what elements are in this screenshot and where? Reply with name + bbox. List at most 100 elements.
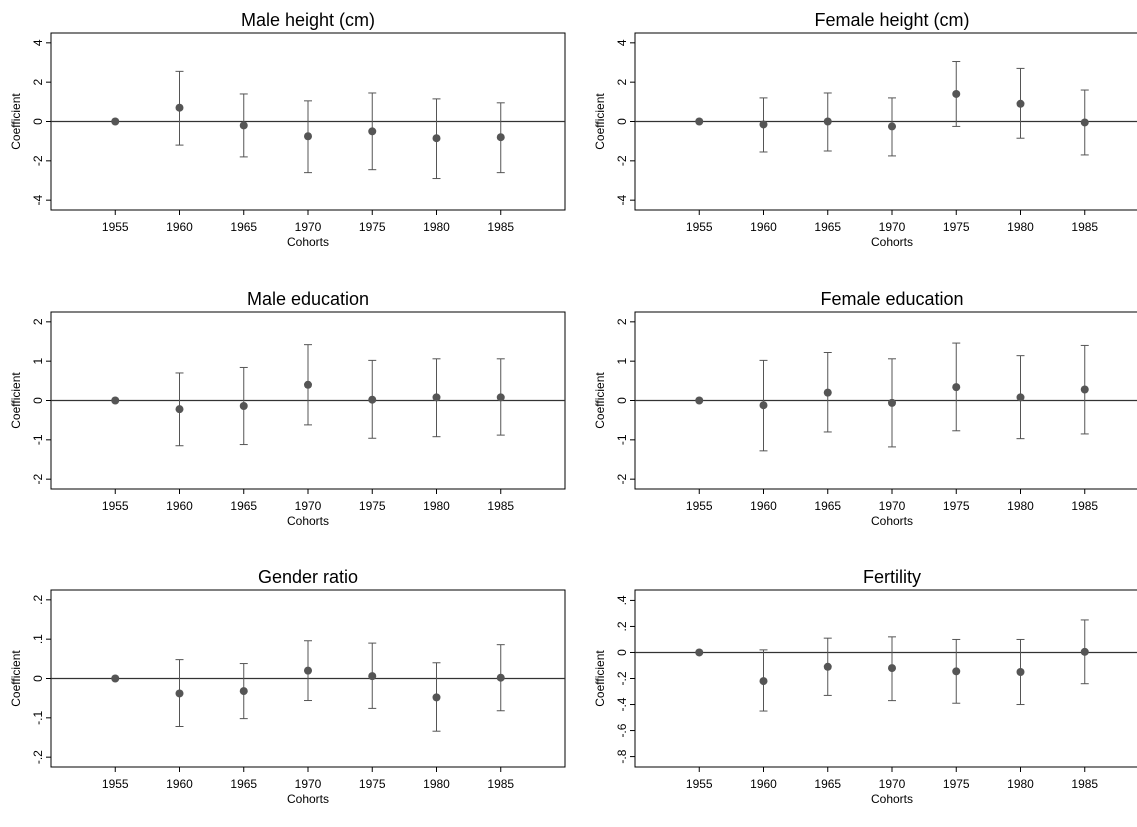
x-tick-label: 1975 [359, 777, 386, 791]
x-tick-label: 1985 [1071, 777, 1098, 791]
chart-title: Male education [247, 289, 369, 309]
y-tick-label: 4 [31, 39, 45, 46]
data-point [1080, 118, 1089, 127]
data-point [111, 396, 120, 405]
data-point [304, 380, 312, 389]
y-tick-label: .2 [31, 595, 45, 605]
chart-svg: Female height (cm) -4 -2 0 2 4 1955 1960 1965 197… [593, 10, 1137, 249]
chart-svg: Male education -2 -1 0 1 2 1955 1960 1965 1970 197… [9, 289, 566, 528]
y-tick-label: -.6 [615, 723, 629, 737]
data-point [368, 127, 377, 136]
data-point [952, 89, 961, 98]
chart-svg: Female education -2 -1 0 1 2 1955 1960 1965 1970 1… [593, 289, 1137, 528]
y-tick-label: 0 [31, 397, 45, 404]
data-point [823, 117, 832, 126]
data-point [823, 662, 832, 671]
chart-gender-ratio: Gender ratio -.2 -.1 0 .1 .2 1955 1960 1965 1970 1… [0, 557, 568, 827]
x-tick-label: 1960 [166, 220, 193, 234]
x-tick-label: 1955 [102, 777, 129, 791]
x-axis-label: Cohorts [287, 514, 329, 528]
data-point [304, 666, 312, 675]
x-tick-label: 1980 [423, 499, 450, 513]
data-point [496, 393, 505, 402]
x-tick-label: 1970 [295, 220, 322, 234]
x-tick-label: 1955 [686, 220, 713, 234]
y-tick-label: 2 [615, 318, 629, 325]
y-tick-label: -1 [31, 434, 45, 445]
chart-female-height: Female height (cm) -4 -2 0 2 4 1955 1960 1965 197… [584, 0, 1137, 270]
data-point [239, 402, 248, 411]
x-axis-label: Cohorts [871, 792, 913, 806]
x-tick-label: 1965 [230, 777, 257, 791]
y-tick-label: -2 [615, 474, 629, 485]
y-tick-label: -2 [31, 155, 45, 166]
x-tick-label: 1965 [230, 499, 257, 513]
x-tick-label: 1975 [943, 499, 970, 513]
data-point [888, 664, 896, 673]
y-tick-label: -4 [615, 195, 629, 206]
y-tick-label: 0 [615, 649, 629, 656]
data-point [759, 677, 768, 686]
y-axis-label: Coefficient [9, 93, 23, 150]
data-point [823, 388, 832, 397]
y-tick-label: -.2 [615, 671, 629, 685]
data-point [368, 672, 377, 681]
x-tick-label: 1975 [359, 220, 386, 234]
y-tick-label: -.1 [31, 711, 45, 725]
x-tick-label: 1965 [814, 220, 841, 234]
data-point [175, 103, 184, 112]
data-point [695, 117, 704, 126]
data-point [1016, 99, 1025, 108]
y-tick-label: -.4 [615, 697, 629, 711]
x-tick-label: 1980 [1007, 220, 1034, 234]
chart-title: Gender ratio [258, 567, 358, 587]
x-tick-label: 1985 [487, 499, 514, 513]
x-tick-label: 1965 [814, 499, 841, 513]
y-tick-label: 0 [31, 118, 45, 125]
x-tick-label: 1980 [1007, 499, 1034, 513]
x-tick-label: 1960 [166, 777, 193, 791]
data-point [695, 648, 704, 657]
x-tick-label: 1970 [879, 220, 906, 234]
x-tick-label: 1960 [166, 499, 193, 513]
data-point [175, 689, 184, 698]
x-tick-label: 1985 [1071, 499, 1098, 513]
x-axis-label: Cohorts [871, 235, 913, 249]
chart-female-education: Female education -2 -1 0 1 2 1955 1960 1965 1970 1… [584, 279, 1137, 549]
chart-male-education: Male education -2 -1 0 1 2 1955 1960 1965 1970 197… [0, 279, 568, 549]
data-point [239, 121, 248, 130]
y-tick-label: -1 [615, 434, 629, 445]
x-tick-label: 1980 [423, 220, 450, 234]
data-point [759, 120, 768, 129]
plot-frame [634, 589, 1137, 768]
data-point [888, 398, 896, 407]
y-tick-label: -4 [31, 195, 45, 206]
y-tick-label: -.2 [31, 750, 45, 764]
x-tick-label: 1965 [814, 777, 841, 791]
y-tick-label: 2 [31, 79, 45, 86]
y-tick-label: .1 [31, 634, 45, 644]
data-point [111, 117, 120, 126]
x-tick-label: 1965 [230, 220, 257, 234]
chart-title: Male height (cm) [241, 10, 375, 30]
y-tick-label: 1 [615, 358, 629, 365]
y-axis-label: Coefficient [593, 650, 607, 707]
data-point [1016, 667, 1025, 676]
data-point [239, 687, 248, 696]
x-tick-label: 1970 [879, 499, 906, 513]
data-point [496, 133, 505, 142]
data-point [952, 383, 961, 392]
data-point [304, 132, 312, 141]
y-tick-label: 2 [31, 318, 45, 325]
y-axis-label: Coefficient [9, 372, 23, 429]
data-point [432, 693, 441, 702]
y-tick-label: .2 [615, 621, 629, 631]
x-tick-label: 1960 [750, 220, 777, 234]
data-point [888, 122, 896, 131]
x-axis-label: Cohorts [287, 235, 329, 249]
y-tick-label: -2 [615, 155, 629, 166]
data-point [1016, 393, 1025, 402]
x-tick-label: 1975 [359, 499, 386, 513]
chart-male-height: Male height (cm) -4 -2 0 2 4 1955 1960 1965 1970 1… [0, 0, 568, 270]
